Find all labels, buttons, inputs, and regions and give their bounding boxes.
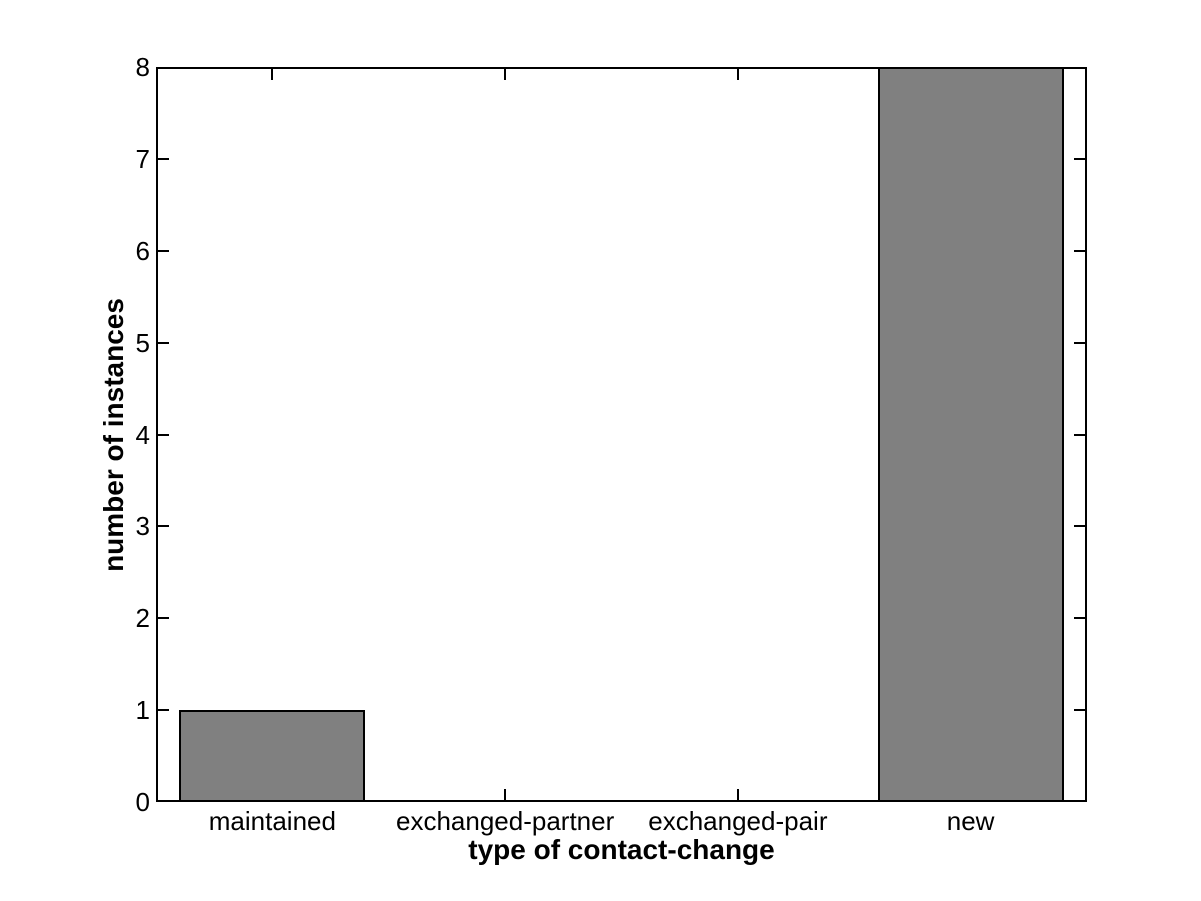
x-tick-mark-bottom [504,789,507,800]
y-tick-mark-right [1074,709,1085,712]
y-tick-mark-right [1074,157,1085,160]
x-axis-label: type of contact-change [468,834,775,865]
y-tick-mark-right [1074,341,1085,344]
y-tick-label-0: 0 [135,787,150,817]
y-tick-label-3: 3 [135,511,150,542]
y-tick-label-8: 8 [135,52,150,82]
bar-maintained [179,710,366,802]
x-tick-label-new: new [946,806,995,836]
x-tick-mark-top [736,69,739,80]
x-tick-label-exchanged-pair: exchanged-pair [648,806,828,836]
y-tick-mark-left [158,157,169,160]
x-tick-mark-top [504,69,507,80]
y-tick-mark-left [158,433,169,436]
y-tick-mark-left [158,341,169,344]
y-tick-label-6: 6 [135,235,150,266]
y-tick-mark-right [1074,525,1085,528]
y-tick-label-7: 7 [135,143,150,174]
y-tick-mark-left [158,709,169,712]
y-tick-mark-right [1074,433,1085,436]
bar-new [877,67,1064,802]
x-tick-label-maintained: maintained [208,806,336,836]
y-tick-mark-left [158,617,169,620]
x-tick-label-exchanged-partner: exchanged-partner [395,806,615,836]
y-tick-label-4: 4 [135,419,150,450]
y-tick-label-5: 5 [135,327,150,358]
x-tick-mark-top [271,69,274,80]
y-tick-label-2: 2 [135,603,150,634]
y-tick-mark-right [1074,617,1085,620]
y-tick-mark-left [158,249,169,252]
y-tick-label-1: 1 [135,695,150,726]
x-tick-mark-bottom [736,789,739,800]
y-tick-mark-left [158,525,169,528]
y-tick-mark-right [1074,249,1085,252]
